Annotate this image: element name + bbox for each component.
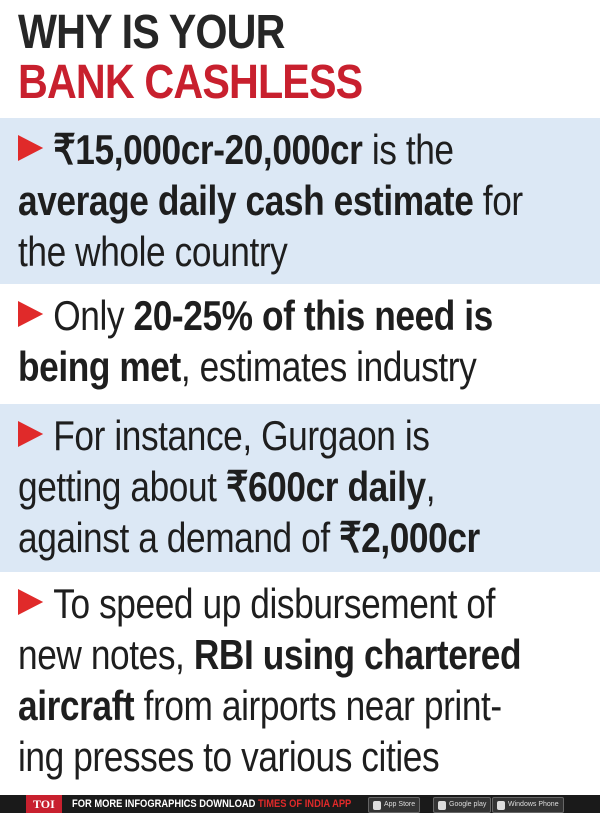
windows-icon [497, 800, 505, 810]
windows-phone-badge[interactable]: Windows Phone [492, 797, 564, 813]
bold-text: 20-25% of this need is [133, 292, 494, 339]
body-text: against a demand of [18, 514, 340, 561]
point-4-line-2: new notes, RBI using chartered [18, 629, 522, 680]
bold-text: ₹2,000cr [339, 514, 480, 561]
red-arrow-icon [18, 301, 44, 327]
google-play-badge[interactable]: Google play [433, 797, 492, 813]
body-text: is the [362, 126, 454, 173]
point-2-line-2: being met, estimates industry [18, 341, 507, 392]
headline: WHY IS YOUR BANK CASHLESS [18, 8, 418, 108]
point-panel-3: For instance, Gurgaon is getting about ₹6… [0, 404, 600, 572]
footer-text: FOR MORE INFOGRAPHICS DOWNLOAD TIMES OF … [72, 798, 351, 810]
point-4-line-4: ing presses to various cities [18, 731, 507, 782]
point-1-line-3: the whole country [18, 226, 507, 277]
body-text: the whole country [18, 228, 288, 275]
bold-text: ₹15,000cr-20,000cr [53, 126, 363, 173]
windows-phone-label: Windows Phone [508, 801, 559, 808]
body-text: To speed up disbursement of [53, 580, 495, 627]
point-2-line-1: Only 20-25% of this need is [18, 290, 507, 341]
headline-line-1: WHY IS YOUR [18, 6, 285, 59]
point-panel-1: ₹15,000cr-20,000cr is the average daily c… [0, 118, 600, 284]
red-arrow-icon [18, 421, 44, 447]
body-text: getting about [18, 463, 226, 510]
point-panel-4: To speed up disbursement of new notes, RB… [0, 572, 600, 795]
toi-logo: TOI [26, 795, 62, 813]
footer-brand: TIMES OF INDIA APP [257, 798, 352, 810]
google-play-label: Google play [449, 801, 487, 808]
point-4-line-3: aircraft from airports near print- [18, 680, 507, 731]
point-4-line-1: To speed up disbursement of [18, 578, 507, 629]
app-store-label: App Store [384, 801, 416, 808]
bold-text: being met [18, 343, 181, 390]
body-text: For instance, Gurgaon is [53, 412, 430, 459]
red-arrow-icon [18, 589, 44, 615]
body-text: for [473, 177, 523, 224]
body-text: , [425, 463, 436, 510]
point-3-line-1: For instance, Gurgaon is [18, 410, 507, 461]
play-icon [438, 800, 446, 810]
body-text: from airports near print- [134, 682, 503, 729]
point-panel-2: Only 20-25% of this need is being met, es… [0, 284, 600, 404]
point-3-line-3: against a demand of ₹2,000cr [18, 512, 507, 563]
body-text: ing presses to various cities [18, 733, 440, 780]
headline-line-2: BANK CASHLESS [18, 56, 363, 109]
bold-text: RBI using chartered [193, 631, 522, 678]
body-text: , estimates industry [180, 343, 477, 390]
point-1-line-2: average daily cash estimate for [18, 175, 523, 226]
bold-text: average daily cash estimate [18, 177, 474, 224]
bold-text: ₹600cr daily [225, 463, 426, 510]
point-3-line-2: getting about ₹600cr daily, [18, 461, 507, 512]
bold-text: aircraft [18, 682, 135, 729]
footer-cta: FOR MORE INFOGRAPHICS DOWNLOAD [71, 798, 258, 810]
app-store-badge[interactable]: App Store [368, 797, 421, 813]
point-1-line-1: ₹15,000cr-20,000cr is the [18, 124, 507, 175]
body-text: Only [53, 292, 134, 339]
footer-bar: TOI FOR MORE INFOGRAPHICS DOWNLOAD TIMES… [0, 795, 600, 813]
apple-icon [373, 800, 381, 810]
red-arrow-icon [18, 135, 44, 161]
body-text: new notes, [18, 631, 194, 678]
